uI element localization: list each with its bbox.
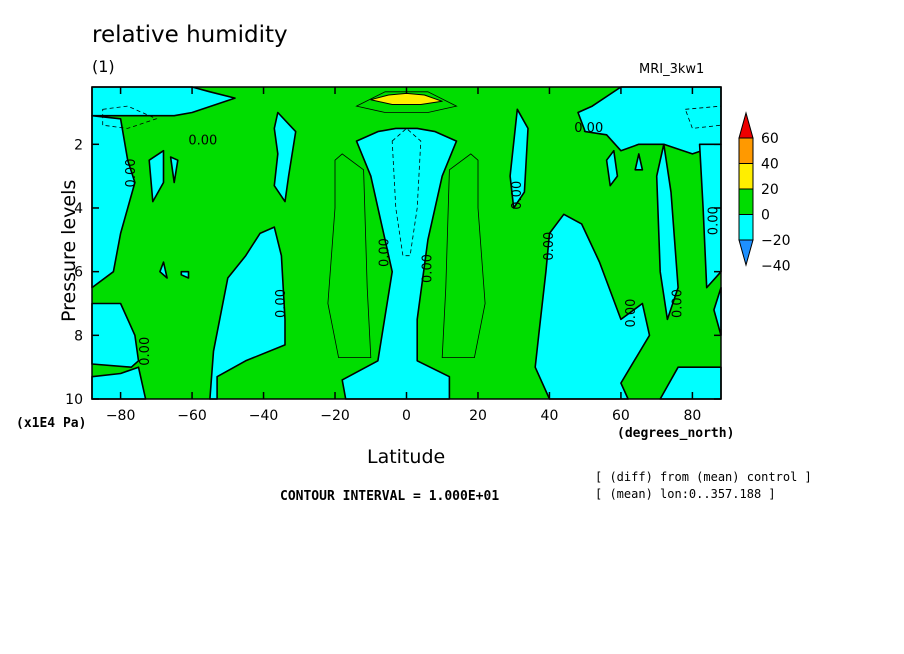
y-tick-label: 4 [74, 201, 83, 217]
contour-label: 0.00 [188, 134, 217, 149]
contour-label: 0.00 [706, 206, 721, 235]
contour-region-neg [91, 114, 136, 289]
colorbar-label: 60 [761, 131, 779, 147]
y-tick-label: 8 [74, 328, 83, 344]
chart-subtitle: (1) [92, 57, 115, 76]
contour-region-neg [159, 261, 168, 279]
colorbar-label: −40 [761, 259, 791, 275]
x-tick-label: 60 [612, 408, 630, 424]
contour-region-neg [273, 111, 297, 203]
contour-label: 0.00 [138, 337, 153, 366]
contour-region-neg [148, 149, 165, 203]
y-axis-label: Pressure levels [58, 179, 80, 322]
contour-region-neg [341, 127, 458, 400]
contour-region-neg [169, 156, 179, 184]
colorbar-swatch [738, 188, 754, 215]
contour-line [684, 105, 722, 129]
x-tick-label: 20 [469, 408, 487, 424]
model-label: MRI_3kw1 [639, 62, 705, 77]
colorbar-swatch [738, 111, 754, 139]
contour-fills [91, 86, 722, 400]
contour-region-high [370, 92, 443, 105]
x-tick-label: −20 [320, 408, 350, 424]
x-tick-label: −80 [106, 408, 136, 424]
contour-region-neg [655, 143, 679, 321]
contour-line [441, 153, 486, 359]
y-tick-label: 2 [74, 137, 83, 153]
contour-label: 0.00 [574, 121, 603, 136]
contour-line [391, 127, 422, 257]
colorbar-label: 20 [761, 182, 779, 198]
colorbar: 60 40 20 0 −20 −40 [738, 111, 791, 275]
note-mean: [ (mean) lon:0..357.188 ] [595, 487, 776, 501]
x-axis-label: Latitude [367, 446, 446, 468]
axis-ticks: −80 −60 −40 −20 0 20 40 60 80 2 4 6 8 10 [65, 87, 721, 424]
colorbar-label: 0 [761, 208, 770, 224]
x-units-label: (degrees_north) [617, 426, 735, 441]
y-tick-label: 10 [65, 392, 83, 408]
contour-region-neg [180, 270, 190, 279]
contour-label: 0.00 [378, 238, 393, 267]
colorbar-swatch [738, 163, 754, 190]
contour-lines [102, 91, 722, 359]
contour-labels: 0.00 0.00 0.00 0.00 0.00 0.00 0.00 0.00 0.00 0.00… [124, 121, 722, 366]
colorbar-label: 40 [761, 157, 779, 173]
x-tick-label: 0 [402, 408, 411, 424]
contour-region-neg [634, 153, 644, 171]
x-tick-label: 80 [683, 408, 701, 424]
contour-line [327, 153, 372, 359]
contour-line [355, 91, 458, 113]
y-units-label: (x1E4 Pa) [16, 416, 87, 431]
contour-region-neg [509, 108, 529, 209]
chart-title: relative humidity [92, 22, 288, 48]
contour-label: 0.00 [624, 299, 639, 328]
contour-region-neg [209, 226, 286, 400]
contour-region-neg [605, 149, 619, 187]
contour-label: 0.00 [671, 289, 686, 318]
x-tick-label: −60 [177, 408, 207, 424]
x-tick-label: 40 [541, 408, 559, 424]
colorbar-label: −20 [761, 233, 791, 249]
contour-label: 0.00 [274, 289, 289, 318]
contour-label: 0.00 [510, 181, 525, 210]
y-tick-label: 6 [74, 265, 83, 281]
contour-line [102, 105, 158, 129]
colorbar-swatch [738, 137, 754, 164]
contour-interval: CONTOUR INTERVAL = 1.000E+01 [280, 489, 500, 504]
colorbar-swatch [738, 239, 754, 267]
contour-label: 0.00 [420, 254, 435, 283]
contour-label: 0.00 [124, 158, 139, 187]
contour-region-neg [534, 213, 651, 400]
contour-region-neg [91, 86, 236, 117]
x-tick-label: −40 [249, 408, 279, 424]
colorbar-swatch [738, 214, 754, 241]
contour-label: 0.00 [542, 232, 557, 261]
note-diff: [ (diff) from (mean) control ] [595, 470, 812, 484]
contour-region-neg [577, 86, 722, 155]
